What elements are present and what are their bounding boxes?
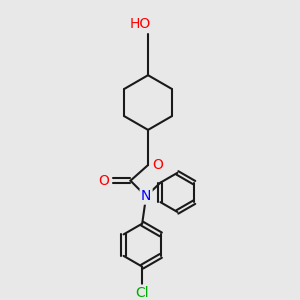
Text: O: O xyxy=(99,174,110,188)
Text: N: N xyxy=(141,189,151,203)
Text: O: O xyxy=(152,158,163,172)
Text: HO: HO xyxy=(130,17,151,32)
Text: Cl: Cl xyxy=(135,286,149,300)
